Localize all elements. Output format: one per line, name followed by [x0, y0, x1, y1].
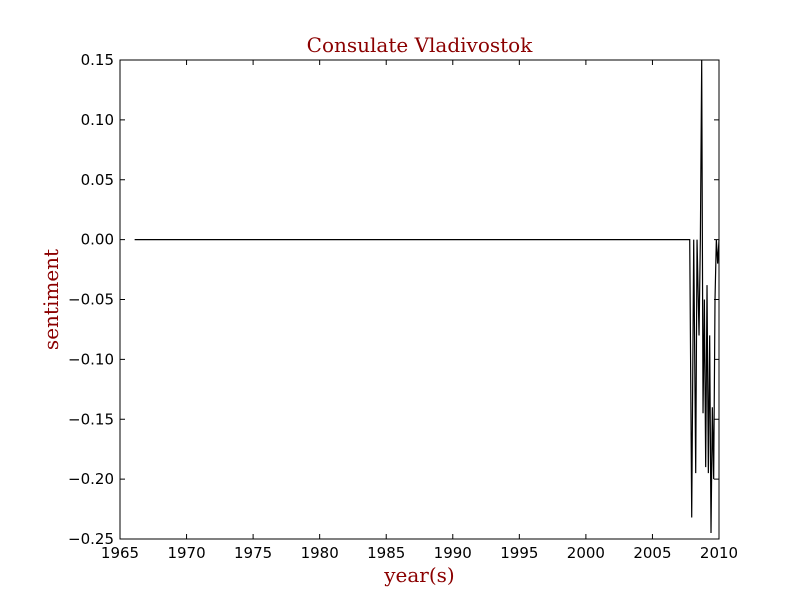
- x-tick-label: 1965: [101, 544, 139, 562]
- y-tick-label: 0.15: [81, 51, 114, 69]
- chart-title: Consulate Vladivostok: [307, 33, 534, 57]
- x-tick-label: 1985: [367, 544, 405, 562]
- x-tick-label: 2000: [567, 544, 605, 562]
- y-tick-label: −0.05: [68, 291, 114, 309]
- plot-area: [119, 59, 720, 540]
- y-tick-label: −0.15: [68, 410, 114, 428]
- x-tick-label: 2010: [700, 544, 738, 562]
- y-tick-label: −0.25: [68, 530, 114, 548]
- x-tick-label: 1975: [234, 544, 272, 562]
- x-tick-label: 1990: [434, 544, 472, 562]
- x-axis-ticks: 1965 1970 1975 1980 1985 1990 1995 2000 2005 2010: [101, 60, 738, 562]
- x-tick-label: 2005: [633, 544, 671, 562]
- y-tick-label: −0.20: [68, 470, 114, 488]
- y-axis-label: sentiment: [39, 249, 63, 350]
- x-tick-label: 1995: [500, 544, 538, 562]
- y-tick-label: −0.10: [68, 350, 114, 368]
- x-axis-label: year(s): [383, 563, 455, 587]
- y-tick-label: 0.05: [81, 171, 114, 189]
- y-tick-label: 0.00: [81, 231, 114, 249]
- x-tick-label: 1980: [301, 544, 339, 562]
- plot-frame: [119, 59, 720, 540]
- series-line-0: [134, 59, 720, 534]
- x-tick-label: 1970: [167, 544, 205, 562]
- y-axis-ticks: 0.15 0.10 0.05 0.00 −0.05 −0.10 −0.15 −0.20 −0.2…: [68, 51, 719, 548]
- y-tick-label: 0.10: [81, 111, 114, 129]
